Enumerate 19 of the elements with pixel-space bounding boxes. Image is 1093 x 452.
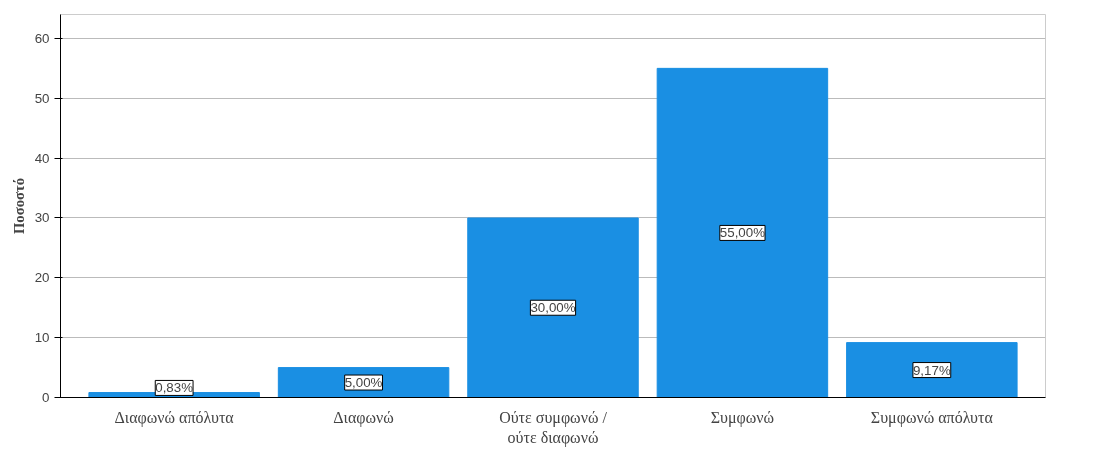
data-label: 5,00% <box>344 375 383 391</box>
bar <box>467 217 639 398</box>
x-tick-label: Συμφωνώ απόλυτα <box>870 408 994 427</box>
x-tick-label: Διαφωνώ <box>333 408 394 427</box>
bar <box>277 367 450 398</box>
y-tick-label: 60 <box>34 30 50 46</box>
data-label: 30,00% <box>530 300 576 316</box>
y-tick-label: 50 <box>34 90 50 106</box>
bar <box>846 342 1018 398</box>
x-tick-label: Ούτε συμφωνώ / ούτε διαφωνώ <box>499 408 608 447</box>
y-axis-title: Ποσοστό <box>10 177 27 235</box>
y-tick-label: 40 <box>34 150 50 166</box>
y-tick-label: 10 <box>34 330 50 346</box>
x-tick-label: Συμφωνώ <box>710 408 775 427</box>
bar <box>656 67 829 398</box>
y-tick-label: 0 <box>42 390 50 405</box>
y-tick-label: 20 <box>34 270 50 286</box>
x-tick-label: Διαφωνώ απόλυτα <box>114 408 235 427</box>
y-tick-label: 30 <box>34 210 50 226</box>
